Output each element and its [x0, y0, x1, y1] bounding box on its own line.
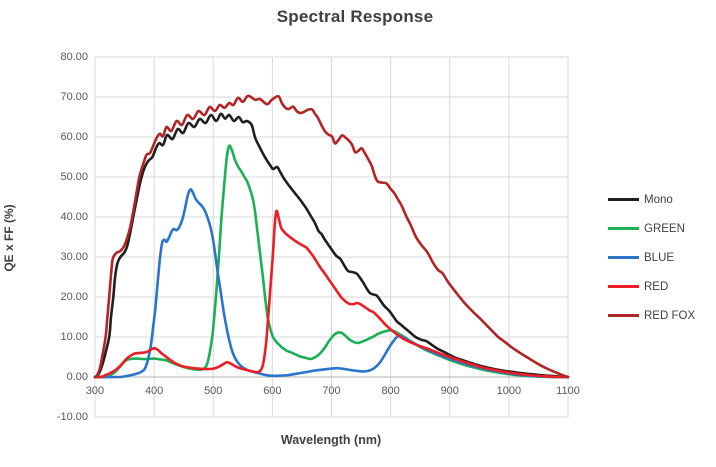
y-tick-label: 30.00	[60, 251, 88, 263]
x-tick-label: 1100	[556, 385, 580, 397]
legend-item-green: GREEN	[608, 214, 695, 243]
legend-label: BLUE	[644, 251, 675, 264]
x-tick-label: 400	[144, 385, 164, 397]
legend-label: RED FOX	[644, 309, 696, 322]
legend-line-swatch	[608, 256, 639, 259]
legend-line-swatch	[608, 285, 639, 288]
series-line-mono	[93, 112, 570, 379]
y-tick-label: 20.00	[60, 291, 88, 303]
x-tick-label: 700	[322, 385, 341, 397]
legend-line-swatch	[608, 227, 639, 230]
y-tick-label: 0.00	[66, 371, 88, 383]
legend: Mono GREEN BLUE RED RED FOX	[608, 185, 695, 330]
y-axis-title: QE x FF (%)	[2, 204, 16, 272]
legend-label: GREEN	[644, 222, 685, 235]
x-tick-label: 500	[204, 385, 223, 397]
legend-label: RED	[644, 280, 669, 293]
legend-item-red: RED	[608, 272, 695, 301]
x-tick-label: 300	[85, 385, 105, 397]
y-tick-label: 50.00	[60, 171, 88, 183]
legend-label: Mono	[644, 193, 673, 206]
legend-item-mono: Mono	[608, 185, 695, 214]
series-line-red	[93, 209, 570, 379]
x-tick-label: 900	[440, 385, 459, 397]
legend-item-blue: BLUE	[608, 243, 695, 272]
legend-line-swatch	[608, 314, 639, 317]
y-tick-label: 40.00	[60, 211, 88, 223]
chart-title: Spectral Response	[276, 7, 434, 26]
legend-line-swatch	[608, 198, 639, 201]
y-tick-label: 70.00	[60, 91, 88, 103]
y-tick-label: 10.00	[60, 331, 88, 343]
x-axis-title: Wavelength (nm)	[280, 433, 382, 447]
series-line-red-fox	[93, 94, 570, 379]
y-tick-label: -10.00	[56, 411, 88, 423]
x-tick-label: 1000	[496, 385, 522, 397]
x-tick-label: 800	[381, 385, 400, 397]
y-tick-label: 80.00	[60, 51, 88, 63]
legend-item-red-fox: RED FOX	[608, 301, 695, 330]
x-tick-label: 600	[263, 385, 282, 397]
y-tick-label: 60.00	[60, 131, 88, 143]
